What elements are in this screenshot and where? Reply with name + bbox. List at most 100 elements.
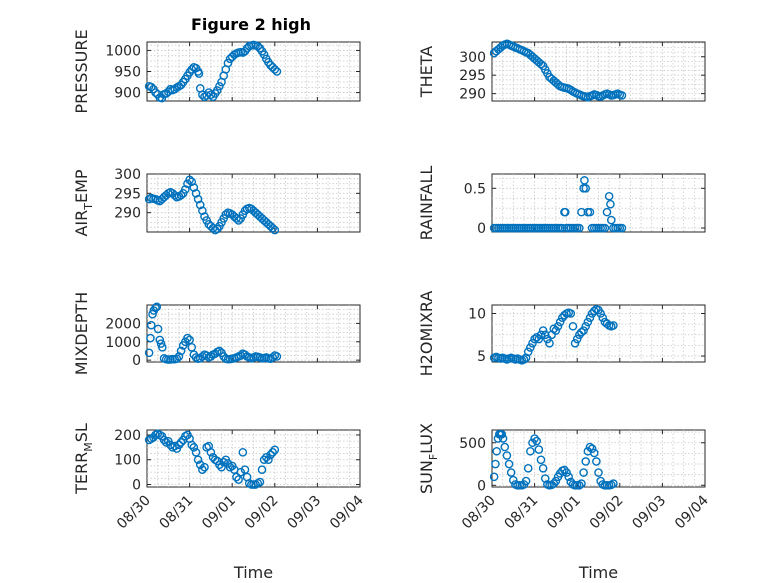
data-point xyxy=(156,339,166,348)
data-point xyxy=(221,210,231,219)
data-point xyxy=(200,462,209,472)
y-tick-label: 290 xyxy=(114,206,141,222)
data-point xyxy=(270,445,280,455)
data-point xyxy=(236,467,246,477)
y-tick-label: 500 xyxy=(459,436,486,452)
data-point xyxy=(146,320,156,330)
data-point xyxy=(212,86,222,95)
data-point xyxy=(206,448,216,457)
data-point xyxy=(189,443,199,452)
data-point xyxy=(217,462,226,472)
data-point xyxy=(158,342,167,352)
y-tick-label: 300 xyxy=(114,167,141,183)
data-point xyxy=(562,468,571,477)
data-point xyxy=(609,479,618,488)
data-point xyxy=(583,317,593,327)
data-point xyxy=(502,451,512,460)
data-point xyxy=(238,448,248,457)
x-axis-label: Time xyxy=(578,563,618,582)
y-tick-label: 0.5 xyxy=(464,181,486,197)
data-point xyxy=(549,479,559,488)
data-point xyxy=(193,455,203,465)
data-point xyxy=(266,450,275,460)
data-point xyxy=(176,346,186,356)
data-point xyxy=(594,468,603,477)
data-point xyxy=(577,327,586,337)
figure-title: Figure 2 high xyxy=(191,15,311,34)
data-point xyxy=(523,347,533,357)
data-point xyxy=(187,342,197,352)
data-point xyxy=(528,438,537,448)
data-point xyxy=(575,480,584,490)
data-point xyxy=(270,225,280,235)
data-point xyxy=(528,338,537,348)
data-point xyxy=(551,326,561,335)
data-point xyxy=(557,313,567,323)
data-point xyxy=(170,441,179,451)
data-point xyxy=(519,355,529,364)
data-point xyxy=(568,321,578,331)
data-point xyxy=(592,457,601,466)
data-point xyxy=(268,353,277,362)
data-point xyxy=(272,352,282,361)
data-point xyxy=(602,207,612,217)
subplot-5: 0 1000 2000 MIXDEPTH xyxy=(72,292,361,375)
data-point xyxy=(268,223,277,233)
data-point xyxy=(198,465,207,474)
data-point xyxy=(253,41,263,51)
subplot-3: 290 295 300 AIRTEMP xyxy=(72,167,361,237)
data-point xyxy=(536,59,546,69)
data-point xyxy=(187,440,197,450)
data-point xyxy=(579,326,588,335)
y-axis-label: SUNFLUX xyxy=(417,423,440,494)
y-axis-label: MIXDEPTH xyxy=(72,292,91,375)
y-axis-label: H2OMIXRA xyxy=(417,291,436,377)
y-tick-label: 0 xyxy=(132,478,141,494)
data-point xyxy=(606,215,616,225)
data-point xyxy=(210,349,220,359)
y-axis-label-subscript: M xyxy=(82,442,95,452)
data-point xyxy=(206,352,216,361)
data-point xyxy=(577,207,586,217)
data-point xyxy=(272,67,282,76)
data-point xyxy=(202,351,211,360)
data-point xyxy=(174,440,184,450)
data-point xyxy=(176,438,186,447)
data-point xyxy=(564,472,573,482)
y-axis-label: TERRMSL xyxy=(72,423,95,495)
y-tick-label: 950 xyxy=(114,65,141,81)
y-axis-label-part: EMP xyxy=(72,169,91,203)
data-point xyxy=(215,81,224,91)
data-point xyxy=(617,223,627,233)
data-point xyxy=(234,216,243,225)
data-point xyxy=(268,448,277,457)
data-point xyxy=(170,190,179,200)
data-point xyxy=(557,223,567,233)
y-axis-label-subscript: F xyxy=(427,454,440,460)
data-point xyxy=(151,303,160,313)
data-point xyxy=(195,460,205,469)
data-point xyxy=(543,334,552,344)
y-axis-label-part: SUN xyxy=(417,460,436,494)
data-point xyxy=(585,207,595,217)
y-tick-label: 295 xyxy=(114,186,141,202)
data-point xyxy=(189,183,199,192)
y-axis-label-part: LUX xyxy=(417,423,436,454)
y-tick-label: 0 xyxy=(132,353,141,369)
y-tick-label: 0 xyxy=(477,221,486,237)
y-tick-label: 1000 xyxy=(105,43,141,59)
data-point xyxy=(526,446,535,456)
data-point xyxy=(185,335,194,345)
data-point xyxy=(185,175,194,185)
y-tick-label: 900 xyxy=(114,86,141,102)
data-point xyxy=(498,434,508,443)
data-point xyxy=(534,445,544,454)
data-point xyxy=(219,457,228,467)
data-point xyxy=(232,214,241,223)
data-point xyxy=(153,324,163,334)
data-point xyxy=(587,444,597,454)
data-point xyxy=(532,436,542,446)
data-point xyxy=(536,455,546,465)
data-point xyxy=(206,90,216,99)
